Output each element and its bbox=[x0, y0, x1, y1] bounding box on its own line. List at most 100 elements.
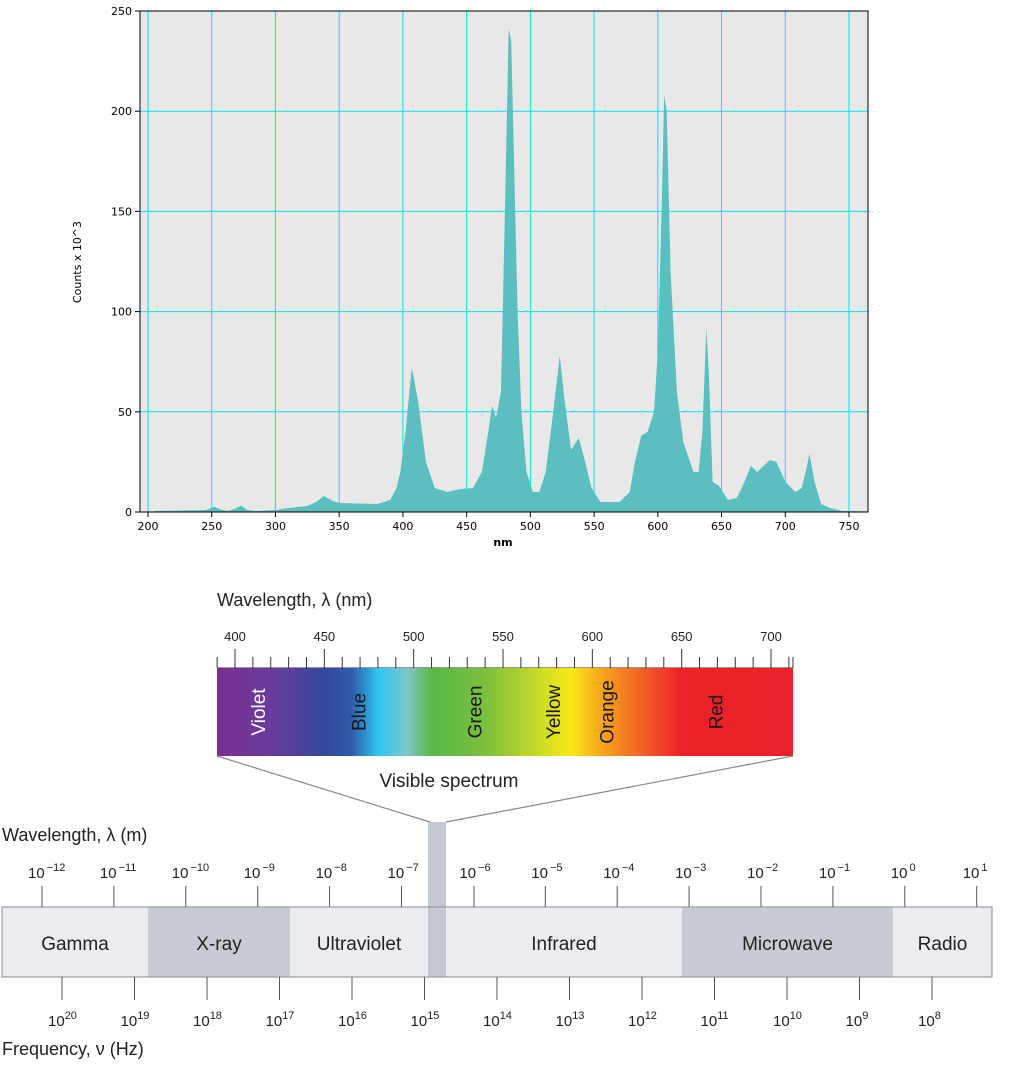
wavelength-tick-label: 10 −5 bbox=[531, 862, 562, 882]
color-label-orange: Orange bbox=[598, 680, 619, 743]
y-tick-label: 200 bbox=[111, 105, 132, 118]
spectrum-area bbox=[154, 29, 869, 512]
exponent: −10 bbox=[190, 862, 209, 874]
visible-tick-label: 650 bbox=[671, 629, 693, 644]
x-tick-label: 400 bbox=[392, 520, 413, 533]
exponent: −12 bbox=[47, 862, 66, 874]
y-tick-label: 100 bbox=[111, 306, 132, 319]
frequency-tick-label: 1017 bbox=[266, 1010, 295, 1030]
exponent: 1 bbox=[981, 862, 987, 874]
wavelength-tick-label: 10 −2 bbox=[747, 862, 778, 882]
x-tick-label: 600 bbox=[647, 520, 668, 533]
color-label-blue: Blue bbox=[349, 693, 370, 731]
exponent: 17 bbox=[282, 1010, 294, 1022]
em-band-label-microwave: Microwave bbox=[742, 934, 833, 955]
visible-tick-label: 500 bbox=[403, 629, 425, 644]
wavelength-tick-label: 10 −10 bbox=[172, 862, 209, 882]
y-tick-label: 50 bbox=[118, 406, 132, 419]
em-band bbox=[446, 907, 682, 977]
x-axis-label: nm bbox=[493, 536, 512, 549]
exponent: 8 bbox=[935, 1010, 941, 1022]
visible-ticks: 400 450 500 550 600 650 700 bbox=[216, 629, 794, 669]
funnel-line-right bbox=[445, 755, 794, 823]
y-axis-ticks: 0 50 100 150 200 250 bbox=[111, 5, 140, 519]
y-tick-label: 0 bbox=[125, 506, 132, 519]
x-tick-label: 700 bbox=[775, 520, 796, 533]
color-label-yellow: Yellow bbox=[544, 685, 565, 740]
wavelength-tick-label: 10 −4 bbox=[603, 862, 634, 882]
exponent: 11 bbox=[717, 1010, 728, 1022]
spectrum-chart: 200 250 300 350 400 450 500 550 600 650 700 750 0 50… bbox=[71, 5, 869, 549]
y-tick-label: 250 bbox=[111, 5, 132, 18]
wavelength-tick-label: 10 0 bbox=[891, 862, 916, 882]
x-tick-label: 200 bbox=[138, 520, 159, 533]
em-band bbox=[893, 907, 992, 977]
x-axis-ticks: 200 250 300 350 400 450 500 550 600 650 700 750 bbox=[138, 512, 860, 533]
frequency-tick-label: 1013 bbox=[556, 1010, 585, 1030]
visible-wavelength-title: Wavelength, λ (nm) bbox=[217, 590, 372, 610]
em-band-label-infrared: Infrared bbox=[531, 934, 596, 955]
frequency-tick-label: 1011 bbox=[701, 1010, 729, 1030]
wavelength-ticks: 10 −12 10 −11 10 −10 10 −9 10 −8 10 −7 10 −6 10 −5 10 −4 1… bbox=[28, 862, 988, 907]
visible-tick-label: 550 bbox=[492, 629, 514, 644]
frequency-tick-label: 1019 bbox=[121, 1010, 150, 1030]
y-axis-label: Counts x 10^3 bbox=[71, 221, 84, 303]
x-tick-label: 750 bbox=[839, 520, 860, 533]
wavelength-tick-label: 10 −3 bbox=[675, 862, 706, 882]
frequency-ticks: 1020 1019 1018 1017 1016 1015 1014 1013 1012 1011… bbox=[48, 977, 941, 1030]
wavelength-tick-label: 10 −7 bbox=[388, 862, 419, 882]
x-tick-label: 350 bbox=[329, 520, 350, 533]
x-tick-label: 550 bbox=[584, 520, 605, 533]
visible-spectrum-caption: Visible spectrum bbox=[379, 771, 518, 792]
frequency-tick-label: 1016 bbox=[338, 1010, 367, 1030]
wavelength-tick-label: 10 −8 bbox=[316, 862, 347, 882]
em-band-label-radio: Radio bbox=[918, 934, 968, 955]
exponent: 15 bbox=[427, 1010, 439, 1022]
em-band bbox=[290, 907, 428, 977]
exponent: 16 bbox=[355, 1010, 367, 1022]
funnel-line-left bbox=[216, 755, 431, 823]
em-band bbox=[2, 907, 148, 977]
exponent: −5 bbox=[550, 862, 563, 874]
exponent: 20 bbox=[65, 1010, 77, 1022]
exponent: 13 bbox=[572, 1010, 584, 1022]
exponent: −3 bbox=[694, 862, 707, 874]
em-band-label-ultraviolet: Ultraviolet bbox=[317, 934, 402, 955]
x-tick-label: 250 bbox=[201, 520, 222, 533]
x-tick-label: 450 bbox=[456, 520, 477, 533]
color-label-green: Green bbox=[465, 686, 486, 739]
exponent: 14 bbox=[500, 1010, 512, 1022]
color-label-violet: Violet bbox=[249, 688, 270, 736]
exponent: −7 bbox=[406, 862, 419, 874]
visible-tick-label: 700 bbox=[760, 629, 782, 644]
wavelength-tick-label: 10 −11 bbox=[100, 862, 137, 882]
visible-band-marker bbox=[428, 822, 446, 977]
visible-tick-label: 600 bbox=[581, 629, 603, 644]
frequency-tick-label: 1012 bbox=[628, 1010, 657, 1030]
exponent: −4 bbox=[622, 862, 635, 874]
wavelength-tick-label: 10 1 bbox=[963, 862, 988, 882]
x-tick-label: 500 bbox=[520, 520, 541, 533]
exponent: −1 bbox=[838, 862, 851, 874]
exponent: −11 bbox=[119, 862, 137, 874]
plot-frame bbox=[139, 10, 869, 513]
visible-tick-label: 450 bbox=[313, 629, 335, 644]
exponent: 19 bbox=[137, 1010, 149, 1022]
exponent: −2 bbox=[766, 862, 779, 874]
em-frequency-title: Frequency, ν (Hz) bbox=[2, 1039, 144, 1059]
em-band bbox=[148, 907, 290, 977]
color-label-red: Red bbox=[707, 695, 728, 730]
frequency-tick-label: 1020 bbox=[48, 1010, 77, 1030]
exponent: −8 bbox=[334, 862, 347, 874]
exponent: 12 bbox=[645, 1010, 657, 1022]
wavelength-tick-label: 10 −9 bbox=[244, 862, 275, 882]
frequency-tick-label: 1010 bbox=[773, 1010, 802, 1030]
x-tick-label: 300 bbox=[265, 520, 286, 533]
wavelength-tick-label: 10 −1 bbox=[819, 862, 850, 882]
color-labels: Violet Blue Green Yellow Orange Red bbox=[249, 680, 727, 743]
wavelength-tick-label: 10 −6 bbox=[459, 862, 490, 882]
exponent: −9 bbox=[262, 862, 275, 874]
exponent: 18 bbox=[210, 1010, 222, 1022]
exponent: 9 bbox=[862, 1010, 868, 1022]
visible-color-bar bbox=[217, 668, 793, 756]
